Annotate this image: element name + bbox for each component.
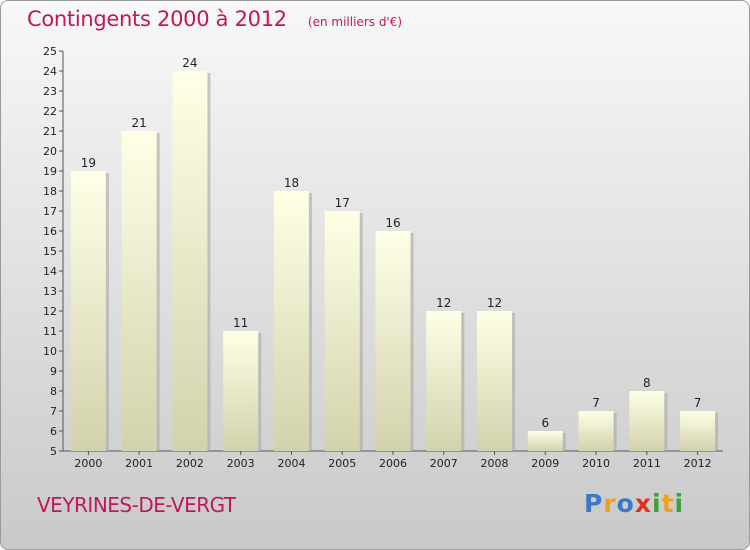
y-tick-label: 16 — [43, 225, 57, 238]
chart-unit: (en milliers d'€) — [307, 15, 403, 29]
logo-letter: r — [603, 489, 617, 518]
y-tick-label: 6 — [50, 425, 57, 438]
logo-letter: i — [652, 489, 662, 518]
y-tick-label: 8 — [50, 385, 57, 398]
logo-letter: P — [584, 489, 604, 518]
title-row: Contingents 2000 à 2012 (en milliers d'€… — [27, 7, 402, 31]
x-tick-label: 2004 — [277, 457, 305, 470]
y-tick-label: 14 — [43, 265, 57, 278]
x-tick-label: 2012 — [684, 457, 712, 470]
bar — [477, 311, 513, 451]
x-tick-label: 2006 — [379, 457, 407, 470]
y-tick-label: 23 — [43, 85, 57, 98]
y-tick-label: 15 — [43, 245, 57, 258]
x-tick-label: 2000 — [74, 457, 102, 470]
x-tick-label: 2010 — [582, 457, 610, 470]
bar-value-label: 7 — [592, 396, 600, 410]
x-tick-label: 2011 — [633, 457, 661, 470]
logo-letter: i — [674, 489, 685, 518]
y-tick-label: 12 — [43, 305, 57, 318]
bar-value-label: 21 — [132, 116, 147, 130]
x-tick-label: 2009 — [531, 457, 559, 470]
y-tick-label: 9 — [50, 365, 57, 378]
y-tick-label: 19 — [43, 165, 57, 178]
x-tick-label: 2003 — [227, 457, 255, 470]
bar — [680, 411, 716, 451]
bar-value-label: 19 — [81, 156, 96, 170]
bar-value-label: 24 — [182, 56, 197, 70]
bar-value-label: 11 — [233, 316, 248, 330]
y-tick-label: 17 — [43, 205, 57, 218]
y-tick-label: 11 — [43, 325, 57, 338]
x-tick-label: 2001 — [125, 457, 153, 470]
x-tick-label: 2005 — [328, 457, 356, 470]
bar — [578, 411, 614, 451]
x-tick-label: 2002 — [176, 457, 204, 470]
bar — [273, 191, 309, 451]
bar-value-label: 12 — [436, 296, 451, 310]
bar — [375, 231, 411, 451]
x-tick-label: 2008 — [481, 457, 509, 470]
bar — [527, 431, 563, 451]
bar — [426, 311, 462, 451]
logo-letter: t — [661, 489, 675, 518]
bar-value-label: 6 — [541, 416, 549, 430]
logo-letter: x — [634, 489, 652, 518]
y-tick-label: 20 — [43, 145, 57, 158]
proxiti-logo[interactable]: Proxiti — [584, 489, 684, 518]
bar-value-label: 8 — [643, 376, 651, 390]
commune-name: VEYRINES-DE-VERGT — [37, 493, 236, 517]
bar — [121, 131, 157, 451]
bar-value-label: 12 — [487, 296, 502, 310]
y-tick-label: 5 — [50, 445, 57, 458]
bar — [223, 331, 259, 451]
y-tick-label: 18 — [43, 185, 57, 198]
y-tick-label: 7 — [50, 405, 57, 418]
y-tick-label: 24 — [43, 65, 57, 78]
bar-value-label: 16 — [385, 216, 400, 230]
bar — [70, 171, 106, 451]
bar-value-label: 18 — [284, 176, 299, 190]
y-tick-label: 22 — [43, 105, 57, 118]
y-tick-label: 25 — [43, 45, 57, 58]
bar — [629, 391, 665, 451]
y-tick-label: 21 — [43, 125, 57, 138]
bar-value-label: 17 — [335, 196, 350, 210]
bar — [172, 71, 208, 451]
chart-title: Contingents 2000 à 2012 — [27, 7, 287, 31]
y-tick-label: 13 — [43, 285, 57, 298]
bar-value-label: 7 — [694, 396, 702, 410]
logo-letter: o — [616, 489, 635, 518]
x-tick-label: 2007 — [430, 457, 458, 470]
y-tick-label: 10 — [43, 345, 57, 358]
bar — [324, 211, 360, 451]
